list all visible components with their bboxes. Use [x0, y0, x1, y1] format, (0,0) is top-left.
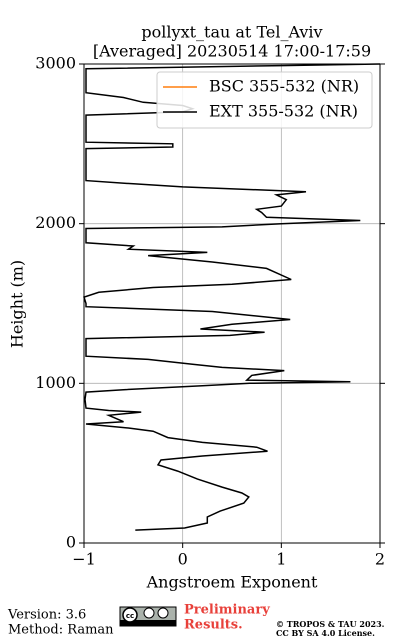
x-tick-label: 2: [375, 550, 385, 569]
status-line: Results.: [184, 618, 243, 633]
y-tick-label: 0: [66, 533, 76, 552]
method: Method: Raman: [8, 623, 114, 638]
x-tick-label: 1: [276, 550, 286, 569]
license: CC BY SA 4.0 License.: [276, 628, 375, 638]
x-tick-label: 0: [178, 550, 188, 569]
legend-label: EXT 355-532 (NR): [209, 102, 358, 121]
y-axis-label: Height (m): [8, 260, 27, 348]
plot-frame: [83, 63, 381, 544]
legend-box: [156, 71, 373, 129]
chart-subtitle: [Averaged] 20230514 17:00-17:59: [93, 42, 371, 61]
y-tick-label: 2000: [35, 213, 76, 232]
status-line: Preliminary: [184, 603, 270, 618]
x-tick-label: −1: [72, 550, 96, 569]
version: Version: 3.6: [7, 608, 86, 623]
y-tick-label: 1000: [35, 373, 76, 392]
ext-line: [83, 63, 381, 531]
x-axis-label: Angstroem Exponent: [146, 573, 318, 592]
svg-text:cc: cc: [126, 612, 134, 620]
chart-title: pollyxt_tau at Tel_Aviv: [141, 23, 322, 42]
y-tick-label: 3000: [35, 54, 76, 73]
legend-label: BSC 355-532 (NR): [209, 77, 359, 96]
license: © TROPOS & TAU 2023.: [276, 619, 385, 629]
cc-logo: cc: [119, 606, 177, 627]
